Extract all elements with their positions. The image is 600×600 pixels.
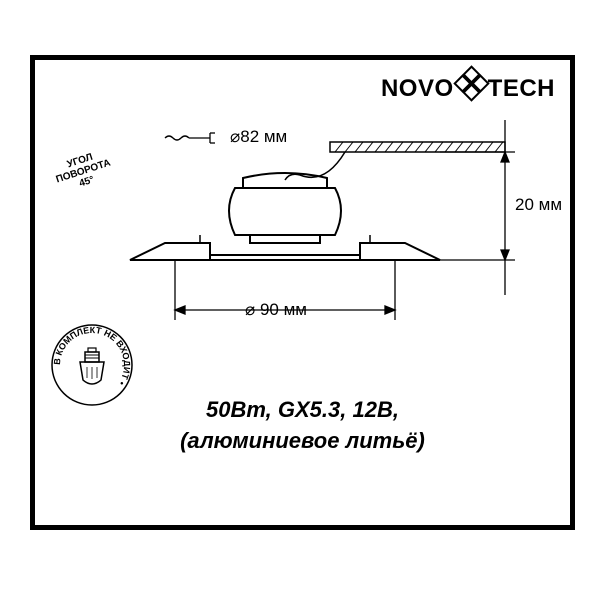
dim-cutout-label: ⌀82 мм xyxy=(230,127,287,147)
fixture-housing xyxy=(229,173,341,243)
dim-outer-label: ⌀ 90 мм xyxy=(245,300,307,320)
ceiling xyxy=(330,142,505,152)
dimension-20 xyxy=(440,120,515,295)
dim-height-label: 20 мм xyxy=(515,195,562,215)
outer-frame: NOVO TECH УГОЛ ПОВОРОТА 45° В КОМПЛЕКТ Н… xyxy=(30,55,575,530)
screw-symbol xyxy=(165,133,215,143)
specs-line1: 50Вт, GX5.3, 12В, xyxy=(35,395,570,426)
specs-text: 50Вт, GX5.3, 12В, (алюминиевое литьё) xyxy=(35,395,570,457)
diagram-canvas: NOVO TECH УГОЛ ПОВОРОТА 45° В КОМПЛЕКТ Н… xyxy=(0,0,600,600)
specs-line2: (алюминиевое литьё) xyxy=(35,426,570,457)
trim-plate xyxy=(130,235,440,260)
